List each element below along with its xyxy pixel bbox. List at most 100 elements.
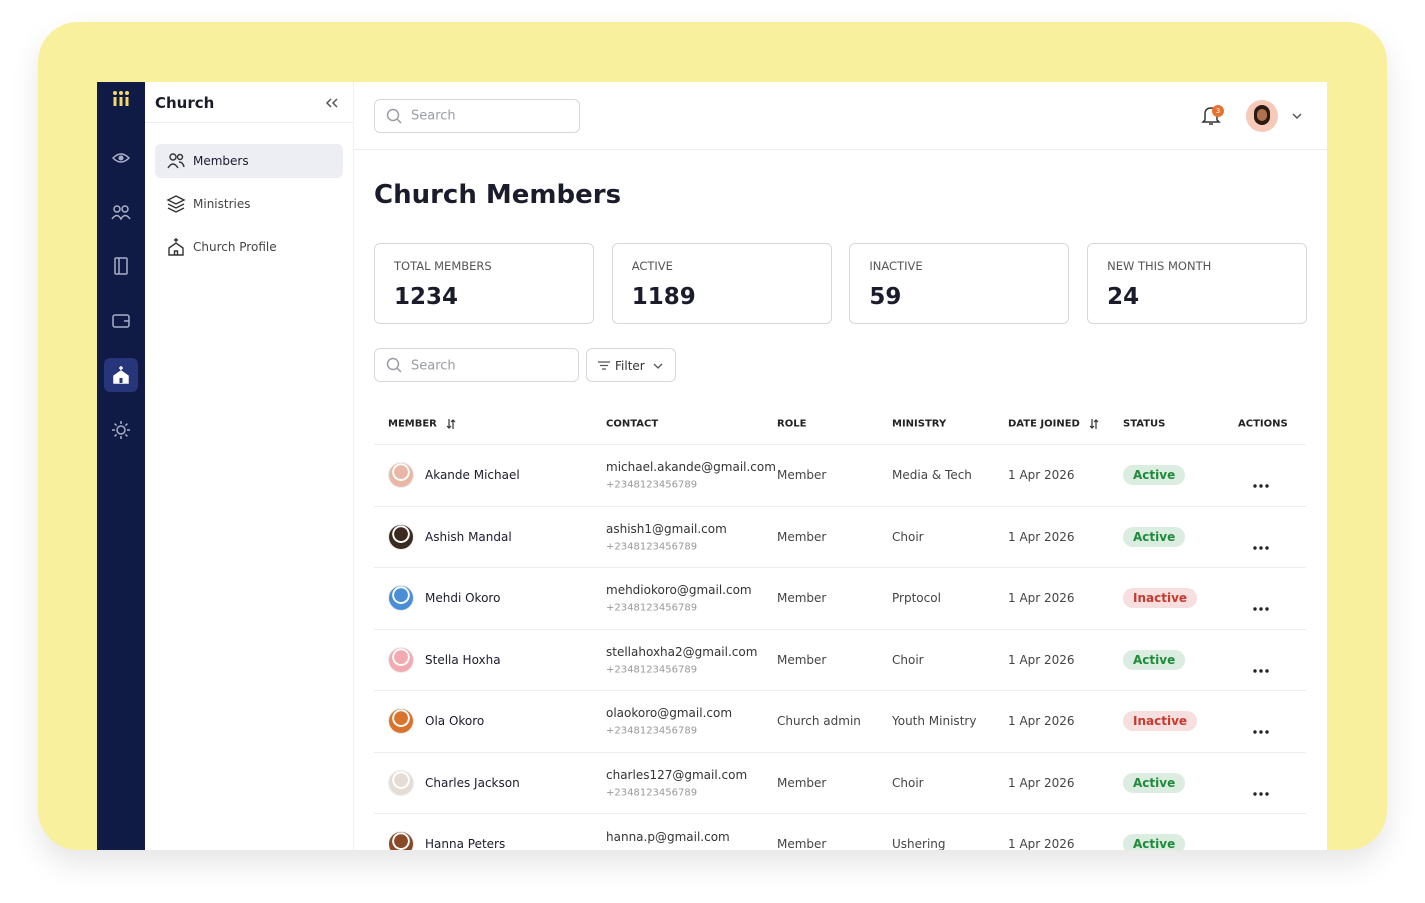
rail-icon-people[interactable]	[111, 203, 131, 221]
row-actions[interactable]	[1253, 842, 1269, 846]
stat-value: 24	[1107, 284, 1140, 310]
filter-chevron	[653, 363, 663, 369]
search-icon	[386, 108, 402, 124]
rail-icon-view[interactable]	[111, 149, 131, 167]
row-avatar	[388, 831, 414, 850]
row-actions[interactable]	[1253, 781, 1269, 796]
row-actions[interactable]	[1253, 473, 1269, 488]
stat-label: ACTIVE	[631, 259, 673, 273]
member-name[interactable]: Ashish Mandal	[425, 529, 512, 544]
nav-item[interactable]: Ministries	[193, 197, 251, 211]
member-role: Member	[777, 837, 827, 850]
stat-card	[1087, 243, 1308, 324]
member-ministry: Prptocol	[892, 591, 941, 605]
column-header[interactable]: MEMBER	[388, 418, 437, 430]
member-email: mehdiokoro@gmail.com	[606, 583, 752, 597]
row-divider	[374, 813, 1306, 814]
search-placeholder: Search	[411, 108, 456, 124]
member-name[interactable]: Ola Okoro	[425, 714, 485, 728]
row-actions[interactable]	[1253, 658, 1269, 673]
member-name[interactable]: Charles Jackson	[425, 775, 520, 790]
icon-rail	[97, 82, 145, 850]
column-header: STATUS	[1123, 418, 1166, 430]
filter-button[interactable]	[586, 348, 676, 382]
user-avatar[interactable]	[1246, 100, 1278, 132]
sort-icon[interactable]	[446, 419, 456, 429]
logo	[113, 91, 129, 106]
member-role: Church admin	[777, 714, 861, 728]
column-header: MINISTRY	[892, 418, 947, 430]
member-role: Member	[777, 652, 827, 667]
member-name[interactable]: Stella Hoxha	[425, 652, 501, 667]
member-date: 1 Apr 2026	[1008, 714, 1075, 728]
rail-icon-wallet[interactable]	[112, 312, 130, 328]
member-email: charles127@gmail.com	[606, 767, 748, 782]
member-ministry: Choir	[892, 652, 924, 667]
rail-icon-settings[interactable]	[112, 421, 130, 439]
status-pill: Active	[1123, 526, 1186, 547]
stat-label: INACTIVE	[869, 259, 923, 273]
member-email: stellahoxha2@gmail.com	[606, 644, 758, 659]
column-header: ACTIONS	[1238, 418, 1288, 430]
member-phone: +2348123456789	[606, 664, 698, 675]
nav-icon	[167, 153, 185, 169]
row-actions[interactable]	[1253, 719, 1269, 734]
filter-icon	[598, 361, 610, 370]
row-avatar	[388, 646, 414, 673]
member-role: Member	[777, 775, 827, 790]
collapse-button[interactable]	[325, 98, 338, 108]
nav-item[interactable]: Members	[193, 154, 249, 168]
row-divider	[374, 628, 1306, 630]
row-avatar	[388, 585, 414, 611]
stat-card	[611, 243, 832, 324]
secondary-sidebar	[145, 82, 354, 850]
row-actions[interactable]	[1253, 535, 1269, 550]
row-avatar	[388, 523, 414, 550]
status-pill: Inactive	[1123, 711, 1198, 731]
dots-icon	[1253, 668, 1269, 673]
member-name[interactable]: Mehdi Okoro	[425, 591, 501, 605]
row-divider	[374, 505, 1306, 507]
member-date: 1 Apr 2026	[1008, 775, 1075, 790]
stat-label: NEW THIS MONTH	[1107, 259, 1212, 273]
topbar-divider	[353, 149, 1327, 150]
member-date: 1 Apr 2026	[1008, 468, 1075, 482]
search-icon	[386, 357, 402, 373]
dots-icon	[1253, 730, 1269, 734]
status-pill: Active	[1123, 834, 1186, 850]
member-date: 1 Apr 2026	[1008, 591, 1075, 605]
stat-value: 59	[869, 284, 902, 310]
member-phone: +2348123456789	[606, 602, 698, 614]
member-role: Member	[777, 468, 827, 482]
dots-icon	[1253, 484, 1269, 488]
notification-count: 3	[1215, 107, 1221, 115]
stat-value: 1234	[394, 284, 459, 310]
status-pill: Inactive	[1123, 588, 1198, 608]
member-ministry: Media & Tech	[892, 468, 972, 482]
member-phone: +2348123456789	[606, 725, 698, 737]
nav-active-bg[interactable]	[155, 144, 343, 178]
member-date: 1 Apr 2026	[1008, 652, 1075, 667]
table-search[interactable]	[374, 348, 579, 382]
nav-item[interactable]: Church Profile	[193, 240, 277, 254]
member-phone: +2348123456789	[606, 479, 698, 491]
member-name[interactable]: Akande Michael	[425, 468, 520, 482]
global-search[interactable]	[374, 99, 580, 133]
user-menu-chevron[interactable]	[1292, 113, 1302, 120]
filter-label[interactable]: Filter	[615, 359, 645, 373]
app-window: Church Members Ministries Church Profile Sea…	[97, 82, 1327, 850]
dots-icon	[1253, 545, 1269, 550]
dots-icon	[1253, 791, 1269, 796]
row-avatar	[388, 769, 414, 796]
rail-icon-church[interactable]	[112, 366, 130, 384]
sort-icon[interactable]	[1089, 419, 1099, 429]
rail-icon-book[interactable]	[113, 257, 129, 275]
row-divider	[374, 751, 1306, 753]
row-actions[interactable]	[1253, 596, 1269, 611]
member-email: michael.akande@gmail.com	[606, 460, 776, 474]
column-header[interactable]: DATE JOINED	[1008, 418, 1080, 430]
dots-icon	[1253, 607, 1269, 611]
row-avatar	[388, 708, 414, 734]
member-name[interactable]: Hanna Peters	[425, 837, 506, 850]
